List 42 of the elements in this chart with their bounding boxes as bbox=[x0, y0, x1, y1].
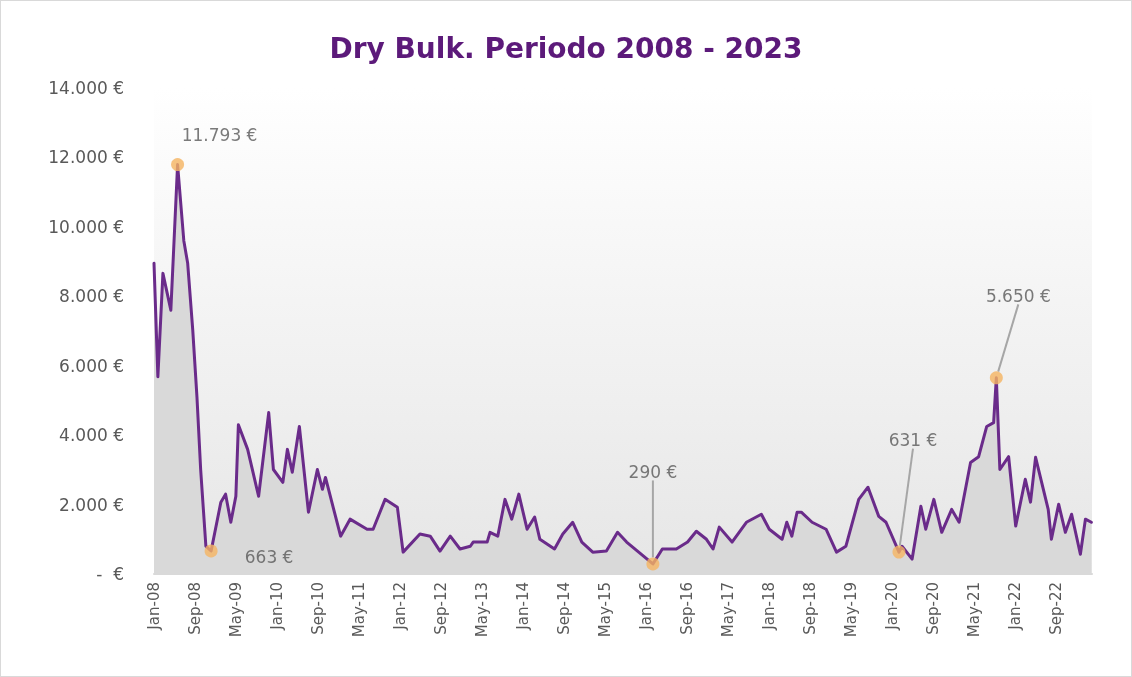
chart-title: Dry Bulk. Periodo 2008 - 2023 bbox=[329, 31, 803, 65]
x-tick-label: Jan-08 bbox=[145, 582, 163, 631]
annotation: 11.793 € bbox=[181, 124, 258, 145]
x-tick-label: May-21 bbox=[965, 582, 984, 638]
annotation: 290 € bbox=[628, 461, 678, 482]
y-tick-label: 8.000 € bbox=[59, 286, 124, 307]
y-tick-label: 6.000 € bbox=[59, 355, 124, 376]
x-tick-label: Jan-12 bbox=[391, 582, 410, 631]
x-tick-label: Sep-18 bbox=[801, 582, 820, 635]
x-tick-label: May-19 bbox=[841, 582, 860, 638]
x-tick-label: May-17 bbox=[719, 582, 738, 638]
x-tick-label: May-11 bbox=[349, 582, 368, 638]
x-tick-label: Sep-12 bbox=[432, 582, 451, 635]
x-tick-label: Jan-14 bbox=[514, 582, 533, 631]
annotation: 663 € bbox=[244, 546, 294, 567]
x-tick-label: Sep-08 bbox=[186, 582, 205, 635]
point bbox=[892, 545, 906, 559]
x-tick-label: Jan-20 bbox=[883, 582, 902, 631]
point bbox=[171, 158, 185, 172]
x-tick-label: Jan-22 bbox=[1006, 582, 1025, 631]
x-tick-label: Sep-16 bbox=[678, 582, 697, 635]
point bbox=[646, 557, 660, 571]
y-tick-label: 14.000 € bbox=[48, 78, 124, 98]
x-tick-label: May-13 bbox=[472, 582, 491, 638]
y-tick-label: 2.000 € bbox=[59, 494, 124, 515]
annotation: 631 € bbox=[888, 430, 938, 451]
point bbox=[204, 544, 218, 558]
y-tick-label: 4.000 € bbox=[59, 425, 124, 446]
point bbox=[989, 371, 1003, 385]
x-tick-label: Jan-18 bbox=[760, 582, 779, 631]
x-tick-label: Sep-22 bbox=[1047, 582, 1066, 635]
x-tick-label: Sep-10 bbox=[309, 582, 328, 635]
x-tick-label: Sep-14 bbox=[555, 582, 574, 635]
x-tick-label: May-09 bbox=[226, 582, 245, 638]
x-tick-label: Jan-16 bbox=[637, 582, 656, 631]
y-tick-label: 10.000 € bbox=[48, 216, 124, 237]
x-tick-label: May-15 bbox=[595, 582, 614, 638]
y-tick-label: - € bbox=[96, 564, 124, 584]
x-tick-label: Jan-10 bbox=[268, 582, 287, 631]
x-tick-label: Sep-20 bbox=[924, 582, 943, 635]
y-tick-label: 12.000 € bbox=[48, 147, 124, 168]
annotation: 5.650 € bbox=[985, 285, 1051, 306]
